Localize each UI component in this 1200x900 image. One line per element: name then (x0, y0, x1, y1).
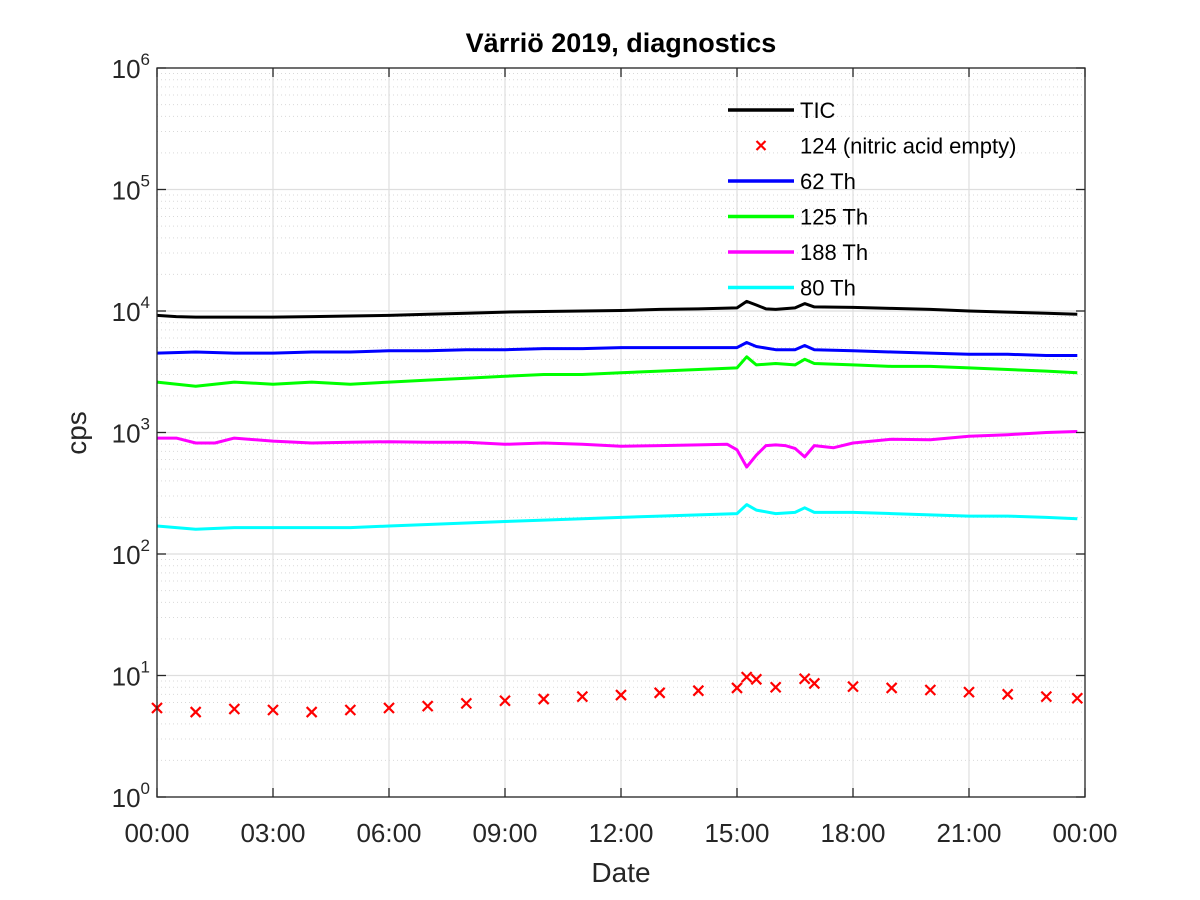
data-point-marker (808, 677, 821, 690)
series-line-62 (156, 341, 1078, 357)
x-tick-label: 03:00 (240, 818, 305, 848)
data-point-marker (615, 689, 627, 701)
data-point-marker (1071, 692, 1084, 705)
data-point-marker (963, 686, 975, 698)
legend-label: 124 (nitric acid empty) (800, 134, 1016, 159)
x-axis-label: Date (591, 857, 650, 888)
y-tick-label: 101 (112, 658, 150, 692)
y-tick-labels: 100 101 102 103 104 105 106 (112, 50, 150, 813)
y-tick-label: 105 (112, 172, 150, 206)
data-point-marker (383, 702, 395, 714)
data-point-marker (460, 697, 473, 710)
chart-title: Värriö 2019, diagnostics (466, 28, 777, 58)
data-point-marker (731, 682, 743, 694)
series-line-80 (156, 503, 1078, 531)
data-point-marker (267, 704, 279, 716)
x-tick-label: 12:00 (588, 818, 653, 848)
data-point-marker (1001, 688, 1014, 701)
y-tick-label: 103 (112, 415, 150, 449)
legend-label: 80 Th (800, 276, 856, 301)
x-tick-label: 06:00 (356, 818, 421, 848)
x-tick-label: 09:00 (472, 818, 537, 848)
data-point-marker (653, 687, 666, 699)
series-layer (151, 299, 1084, 718)
x-tick-label: 15:00 (704, 818, 769, 848)
data-point-marker (692, 684, 705, 697)
data-point-marker (576, 690, 589, 703)
legend-item-125: 125 Th (728, 205, 868, 230)
data-point-marker (305, 706, 318, 718)
data-point-marker (421, 700, 434, 712)
y-tick-label: 104 (112, 293, 150, 327)
data-point-marker (228, 703, 241, 715)
legend-label: 125 Th (800, 205, 868, 230)
data-point-marker (499, 694, 511, 707)
data-point-marker (798, 672, 811, 685)
legend: TIC 124 (nitric acid empty) 62 Th 125 Th 188… (728, 98, 1016, 301)
x-tick-label: 18:00 (820, 818, 885, 848)
data-point-marker (769, 681, 782, 694)
legend-item-80: 80 Th (728, 276, 856, 301)
y-tick-label: 102 (112, 536, 150, 570)
legend-item-tic: TIC (728, 98, 836, 123)
y-tick-label: 106 (112, 50, 150, 84)
legend-item-62: 62 Th (728, 169, 856, 194)
y-axis-label: cps (61, 411, 92, 455)
legend-label: 62 Th (800, 169, 856, 194)
data-point-marker (885, 682, 898, 694)
legend-swatch (755, 140, 767, 151)
data-point-marker (847, 680, 859, 693)
x-tick-label: 00:00 (1052, 818, 1117, 848)
data-point-marker (1040, 690, 1053, 703)
data-point-marker (924, 684, 937, 696)
data-point-marker (740, 671, 753, 683)
data-point-marker (537, 693, 550, 705)
x-tick-label: 21:00 (936, 818, 1001, 848)
legend-item-124: 124 (nitric acid empty) (755, 134, 1016, 159)
series-markers-124 (151, 671, 1084, 718)
data-point-marker (750, 673, 763, 686)
legend-label: TIC (800, 98, 836, 123)
x-tick-labels: 00:00 03:00 06:00 09:00 12:00 15:00 18:00 21:00… (124, 818, 1117, 848)
data-point-marker (344, 704, 357, 716)
x-tick-label: 00:00 (124, 818, 189, 848)
series-line-188 (157, 430, 1078, 469)
series-line-125 (156, 355, 1078, 388)
axes-frame (156, 67, 1086, 798)
series-line-tic (156, 299, 1078, 319)
legend-label: 188 Th (800, 240, 868, 265)
data-point-marker (189, 706, 202, 718)
legend-item-188: 188 Th (728, 240, 868, 265)
y-tick-label: 100 (112, 779, 150, 813)
